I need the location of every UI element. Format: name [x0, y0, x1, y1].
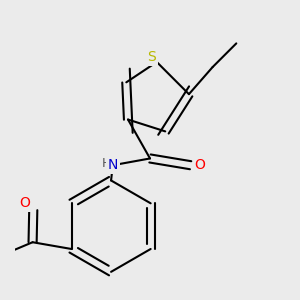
Text: H: H — [102, 157, 111, 170]
Text: O: O — [195, 158, 206, 172]
Text: O: O — [20, 196, 30, 210]
Text: N: N — [108, 158, 118, 172]
Text: S: S — [147, 50, 156, 64]
